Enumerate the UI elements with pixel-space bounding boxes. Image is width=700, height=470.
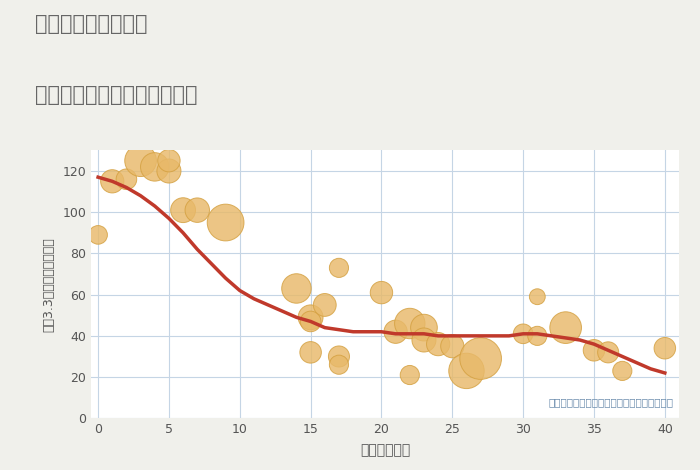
Point [433,340,444,348]
Point [532,332,543,340]
Point [333,361,344,368]
Point [390,328,401,336]
Point [305,318,316,325]
Text: 円の大きさは、取引のあった物件面積を示す: 円の大きさは、取引のあった物件面積を示す [548,398,673,407]
Point [419,324,430,331]
Point [603,349,614,356]
Point [461,367,472,375]
Point [290,285,302,292]
Point [447,343,458,350]
Point [163,167,174,175]
Point [532,293,543,300]
Point [617,367,628,375]
Point [333,352,344,360]
Point [163,157,174,164]
Point [178,206,189,214]
Point [589,346,600,354]
Point [419,336,430,344]
Point [319,301,330,309]
Y-axis label: 坪（3.3㎡）単価（万円）: 坪（3.3㎡）単価（万円） [42,237,55,332]
Point [475,355,486,362]
Point [376,289,387,297]
Point [92,231,104,239]
Point [305,349,316,356]
Point [305,313,316,321]
Point [333,264,344,272]
Point [106,178,118,185]
Text: 築年数別中古マンション価格: 築年数別中古マンション価格 [35,85,197,105]
Point [404,371,415,379]
Point [149,163,160,171]
Point [404,320,415,327]
Point [135,157,146,164]
X-axis label: 築年数（年）: 築年数（年） [360,443,410,457]
Point [659,345,671,352]
Point [192,206,203,214]
Text: 兵庫県姫路市玉手の: 兵庫県姫路市玉手の [35,14,148,34]
Point [560,324,571,331]
Point [121,175,132,183]
Point [517,330,528,337]
Point [220,219,231,226]
